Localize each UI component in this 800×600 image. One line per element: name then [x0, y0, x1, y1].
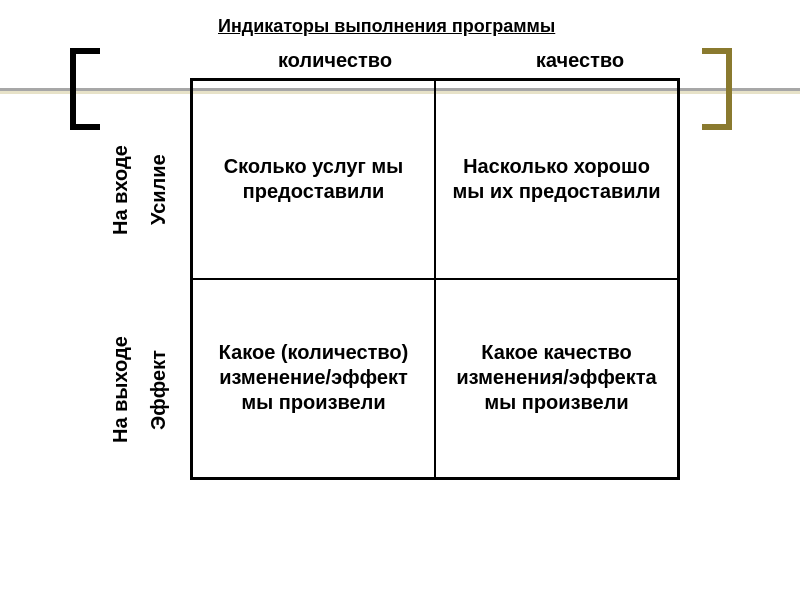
- page-title: Индикаторы выполнения программы: [218, 16, 555, 37]
- row-header-1-inner: Эффект: [148, 300, 171, 480]
- decor-bracket-right: [702, 48, 732, 130]
- col-header-0: количество: [245, 50, 425, 73]
- cell-0-1: Насколько хорошо мы их предоставили: [435, 80, 678, 279]
- decor-bracket-left: [70, 48, 100, 130]
- matrix-grid: Сколько услуг мы предоставили Насколько …: [190, 78, 680, 480]
- row-header-0-inner: Усилие: [148, 100, 171, 280]
- col-header-1: качество: [490, 50, 670, 73]
- row-header-1-outer: На выходе: [110, 300, 133, 480]
- cell-1-1: Какое качество изменения/эффекта мы прои…: [435, 279, 678, 478]
- cell-1-0: Какое (количество) изменение/эффект мы п…: [192, 279, 435, 478]
- row-header-0-outer: На входе: [110, 100, 133, 280]
- cell-0-0: Сколько услуг мы предоставили: [192, 80, 435, 279]
